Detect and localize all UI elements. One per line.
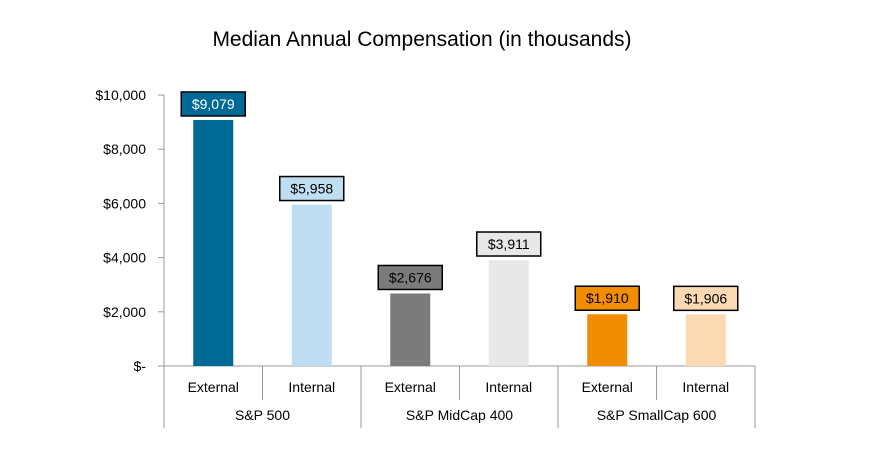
x-category-label: External (188, 379, 239, 395)
data-label-box (673, 285, 739, 312)
chart-title: Median Annual Compensation (in thousands… (212, 28, 631, 51)
data-label: $5,958 (290, 181, 333, 197)
y-tick-label: $2,000 (103, 304, 146, 320)
data-label: $3,911 (488, 236, 530, 252)
bar (291, 204, 332, 366)
data-label: $2,676 (389, 269, 432, 285)
x-group-label: S&P MidCap 400 (406, 407, 513, 423)
data-label: $9,079 (192, 96, 235, 112)
bar (587, 314, 628, 366)
y-tick-label: $6,000 (103, 195, 146, 211)
x-group-label: S&P SmallCap 600 (597, 407, 717, 423)
data-label-box (574, 285, 640, 311)
data-labels: $9,079 $5,958 $2,676 $3,911 $1,910 $1,906 (180, 91, 739, 312)
y-tick-label: $10,000 (95, 87, 146, 103)
data-label: $1,906 (684, 290, 727, 306)
bar (193, 119, 234, 366)
x-group-label: S&P 500 (235, 407, 290, 423)
data-label-box (180, 91, 246, 117)
category-axis: External Internal S&P 500 External Internal S… (188, 366, 756, 428)
data-label-box (279, 175, 345, 202)
data-label: $1,910 (586, 290, 629, 306)
x-category-label: Internal (682, 379, 729, 395)
x-category-label: External (582, 379, 633, 395)
data-label-box (377, 264, 443, 291)
y-tick-label: $4,000 (103, 250, 146, 266)
data-label-box (476, 231, 542, 257)
bars (193, 119, 726, 366)
bar (488, 260, 529, 366)
x-category-label: Internal (288, 379, 335, 395)
bar (685, 314, 726, 366)
y-tick-label: $8,000 (103, 141, 146, 157)
y-tick-label: $- (134, 358, 147, 374)
bar (390, 293, 431, 366)
x-category-label: External (385, 379, 436, 395)
x-category-label: Internal (485, 379, 532, 395)
